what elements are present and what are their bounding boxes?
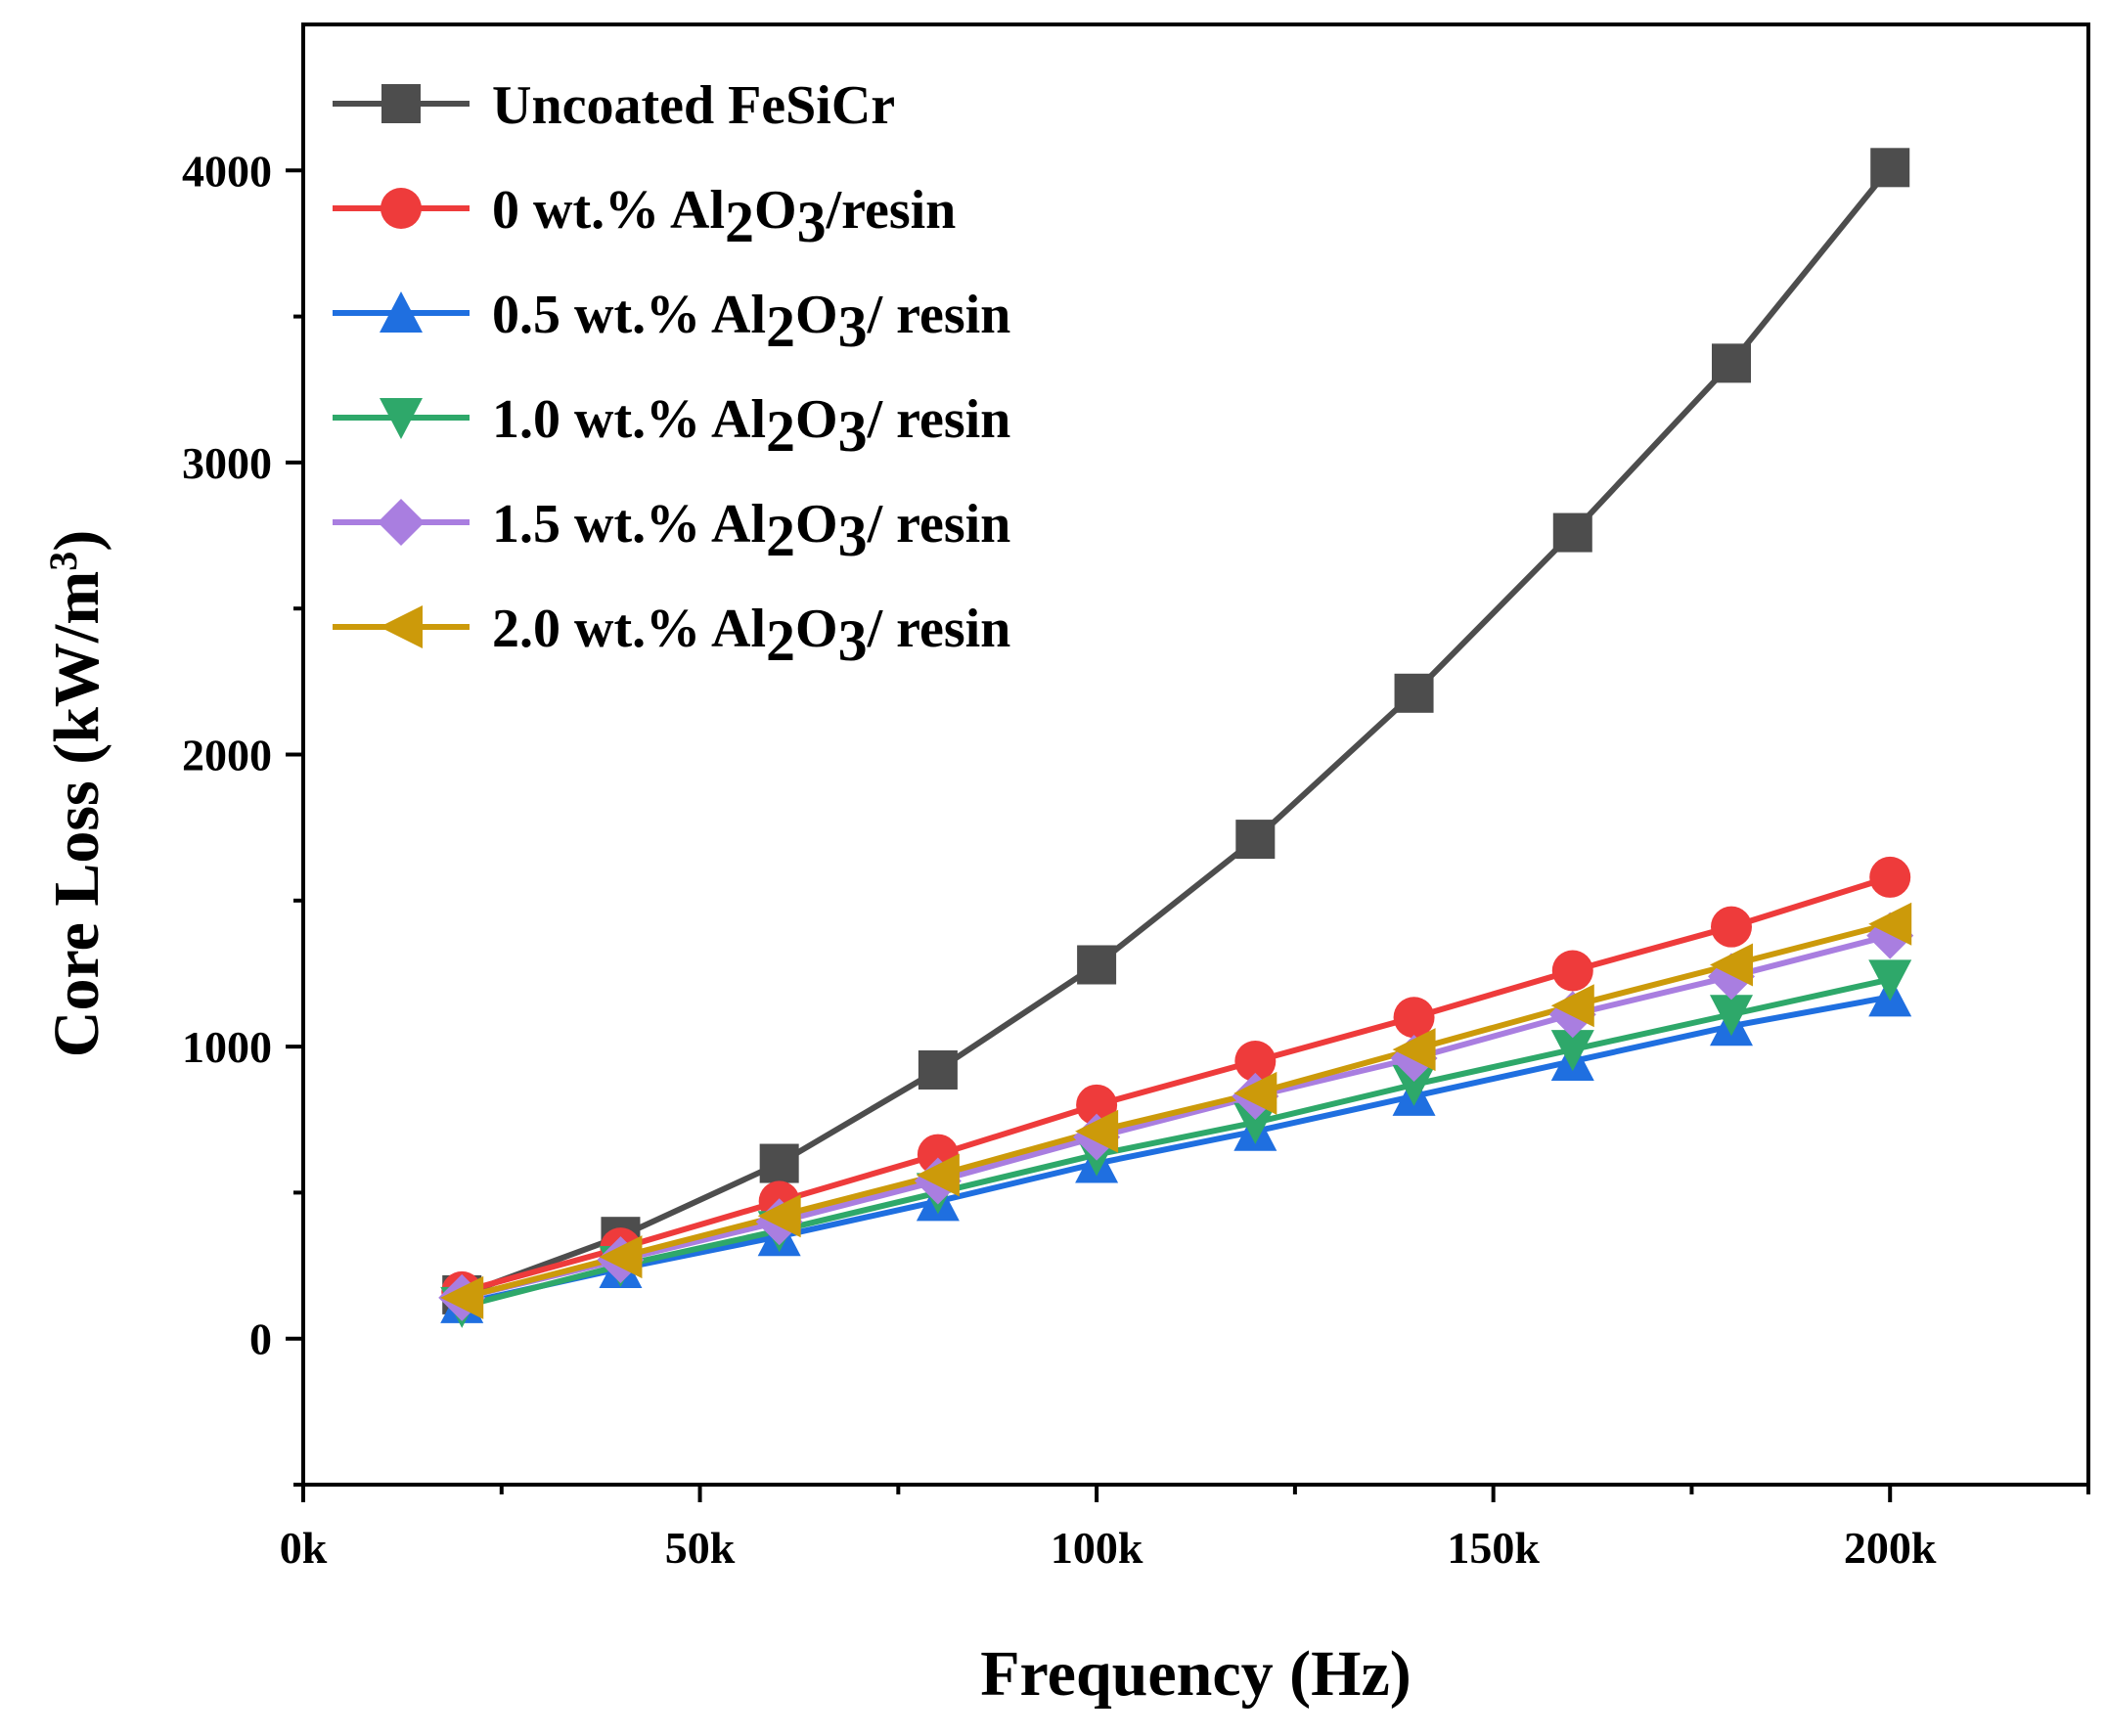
data-point xyxy=(1710,943,1753,987)
data-point xyxy=(1550,984,1594,1028)
data-point xyxy=(1868,902,1912,946)
legend-label: 0.5 wt.% Al2O3/ resin xyxy=(492,285,1010,359)
data-point xyxy=(440,1275,484,1319)
y-axis-title-main: Core Loss (kW/m xyxy=(41,571,112,1057)
x-tick-label: 0k xyxy=(280,1523,328,1573)
data-point xyxy=(1233,1071,1277,1115)
series-line-5 xyxy=(461,920,1891,1301)
data-point xyxy=(1712,343,1751,383)
data-point xyxy=(1392,1064,1436,1106)
legend-label: 2.0 wt.% Al2O3/ resin xyxy=(492,599,1010,673)
data-point xyxy=(1869,856,1911,898)
legend-label: 1.0 wt.% Al2O3/ resin xyxy=(492,389,1010,464)
data-point xyxy=(1711,906,1752,948)
x-tick-label: 200k xyxy=(1844,1523,1937,1573)
data-point xyxy=(1550,1030,1594,1072)
legend-marker xyxy=(380,291,423,333)
axis-titles: Frequency (Hz) Core Loss (kW/m3) xyxy=(41,530,1411,1710)
data-point xyxy=(918,1049,958,1090)
data-point xyxy=(1394,673,1434,713)
legend: Uncoated FeSiCr 0 wt.% Al2O3/resin 0.5 wt.… xyxy=(333,75,1010,673)
data-point xyxy=(1870,148,1910,188)
series-markers xyxy=(438,148,1914,1328)
legend-label: Uncoated FeSiCr xyxy=(492,75,895,136)
data-point xyxy=(1868,959,1912,1002)
legend-label: 1.5 wt.% Al2O3/ resin xyxy=(492,494,1010,568)
data-point xyxy=(1393,997,1435,1039)
data-point xyxy=(1235,820,1276,860)
series-line-1 xyxy=(461,874,1892,1295)
data-point xyxy=(1392,1028,1436,1072)
data-point xyxy=(759,1143,799,1183)
x-tick-label: 150k xyxy=(1447,1523,1540,1573)
series-line-3 xyxy=(461,976,1891,1310)
series-line-0 xyxy=(461,165,1893,1298)
data-point xyxy=(1233,1102,1277,1144)
data-point xyxy=(599,1235,643,1279)
y-tick-label: 3000 xyxy=(182,438,272,488)
series-line-4 xyxy=(461,932,1891,1301)
axes: 0k 50k 100k 150k 200k 0 1000 2000 3000 4000 xyxy=(182,22,2090,1573)
y-axis-title-close: ) xyxy=(41,530,112,552)
x-tick-label: 50k xyxy=(665,1523,736,1573)
y-tick-label: 1000 xyxy=(182,1022,272,1072)
legend-marker xyxy=(380,398,423,439)
y-axis-title-superscript: 3 xyxy=(41,552,85,571)
series-lines xyxy=(461,165,1893,1310)
y-tick-label: 0 xyxy=(249,1314,272,1364)
data-point xyxy=(1551,950,1593,992)
legend-marker xyxy=(380,605,423,648)
x-tick-label: 100k xyxy=(1051,1523,1143,1573)
data-point xyxy=(916,1153,960,1197)
data-point xyxy=(1234,1041,1277,1083)
y-tick-label: 4000 xyxy=(182,146,272,196)
x-axis-title: Frequency (Hz) xyxy=(980,1638,1411,1710)
legend-label: 0 wt.% Al2O3/resin xyxy=(492,180,956,254)
y-tick-label: 2000 xyxy=(182,731,272,780)
data-point xyxy=(1077,945,1117,985)
data-point xyxy=(1076,1084,1118,1126)
series-line-2 xyxy=(461,994,1891,1307)
y-axis-title: Core Loss (kW/m3) xyxy=(41,530,113,1057)
data-point xyxy=(1552,512,1592,553)
data-point xyxy=(1710,995,1753,1037)
data-point xyxy=(1075,1109,1119,1153)
legend-marker xyxy=(381,188,422,229)
data-point xyxy=(757,1194,801,1238)
legend-marker xyxy=(381,84,421,123)
legend-marker xyxy=(378,499,425,546)
